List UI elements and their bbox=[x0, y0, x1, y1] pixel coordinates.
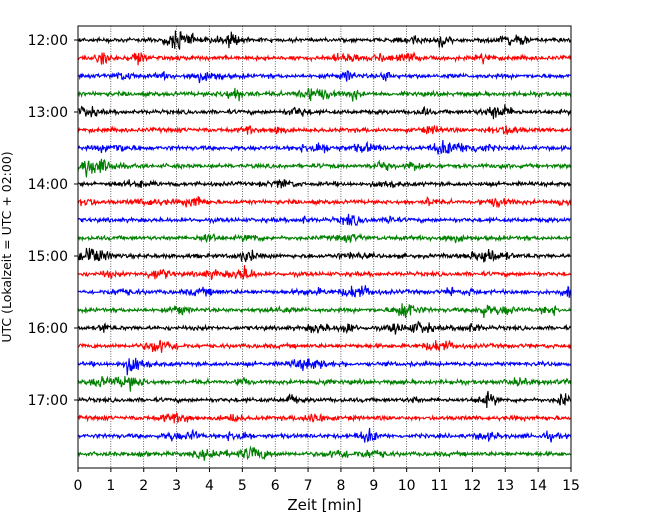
seismic-trace bbox=[77, 51, 572, 66]
seismic-trace bbox=[77, 213, 572, 227]
x-tick-label: 12 bbox=[463, 478, 481, 494]
seismic-trace bbox=[77, 247, 572, 263]
x-tick-label: 0 bbox=[74, 478, 83, 494]
x-tick-label: 15 bbox=[562, 478, 580, 494]
seismic-trace bbox=[77, 411, 572, 424]
seismic-traces bbox=[77, 30, 572, 461]
y-tick-label: 17:00 bbox=[28, 393, 68, 409]
seismic-trace bbox=[77, 445, 572, 461]
seismic-trace bbox=[77, 285, 572, 298]
seismic-trace bbox=[77, 124, 572, 135]
x-axis-label: Zeit [min] bbox=[287, 496, 361, 514]
x-tick-label: 6 bbox=[271, 478, 280, 494]
y-tick-label: 12:00 bbox=[28, 33, 68, 49]
x-tick-label: 10 bbox=[398, 478, 416, 494]
seismic-trace bbox=[77, 139, 572, 155]
y-axis-label: UTC (Lokalzeit = UTC + 02:00) bbox=[0, 151, 14, 342]
seismic-trace bbox=[77, 104, 572, 120]
seismic-trace bbox=[77, 375, 572, 392]
y-tick-label: 16:00 bbox=[28, 321, 68, 337]
seismic-trace bbox=[77, 320, 572, 335]
seismic-trace bbox=[77, 357, 572, 376]
seismic-trace bbox=[77, 178, 572, 189]
x-tick-label: 13 bbox=[496, 478, 514, 494]
x-axis-ticks: 0 1 2 3 4 5 6 7 8 9 10 11 12 13 14 15 bbox=[74, 468, 580, 494]
vertical-gridlines bbox=[110, 26, 539, 468]
x-tick-label: 2 bbox=[139, 478, 148, 494]
x-tick-label: 4 bbox=[205, 478, 214, 494]
plot-frame bbox=[77, 25, 572, 469]
seismic-trace bbox=[77, 232, 572, 244]
seismic-trace bbox=[77, 87, 572, 102]
x-tick-label: 8 bbox=[336, 478, 345, 494]
x-tick-label: 3 bbox=[172, 478, 181, 494]
y-tick-label: 14:00 bbox=[28, 177, 68, 193]
x-tick-label: 9 bbox=[369, 478, 378, 494]
x-tick-label: 14 bbox=[529, 478, 547, 494]
seismic-trace bbox=[77, 390, 572, 408]
y-tick-label: 13:00 bbox=[28, 105, 68, 121]
seismic-trace bbox=[77, 70, 572, 84]
seismic-trace bbox=[77, 30, 572, 50]
seismic-trace bbox=[77, 303, 572, 319]
x-tick-label: 1 bbox=[106, 478, 115, 494]
y-tick-label: 15:00 bbox=[28, 249, 68, 265]
x-tick-label: 7 bbox=[304, 478, 313, 494]
seismic-trace bbox=[77, 339, 572, 353]
x-tick-label: 5 bbox=[238, 478, 247, 494]
seismic-trace bbox=[77, 427, 572, 443]
x-tick-label: 11 bbox=[431, 478, 449, 494]
y-axis-ticks: 12:00 13:00 14:00 15:00 16:00 17:00 bbox=[28, 33, 78, 409]
seismic-trace bbox=[77, 265, 572, 280]
seismic-trace bbox=[77, 158, 572, 178]
seismic-trace bbox=[77, 195, 572, 209]
